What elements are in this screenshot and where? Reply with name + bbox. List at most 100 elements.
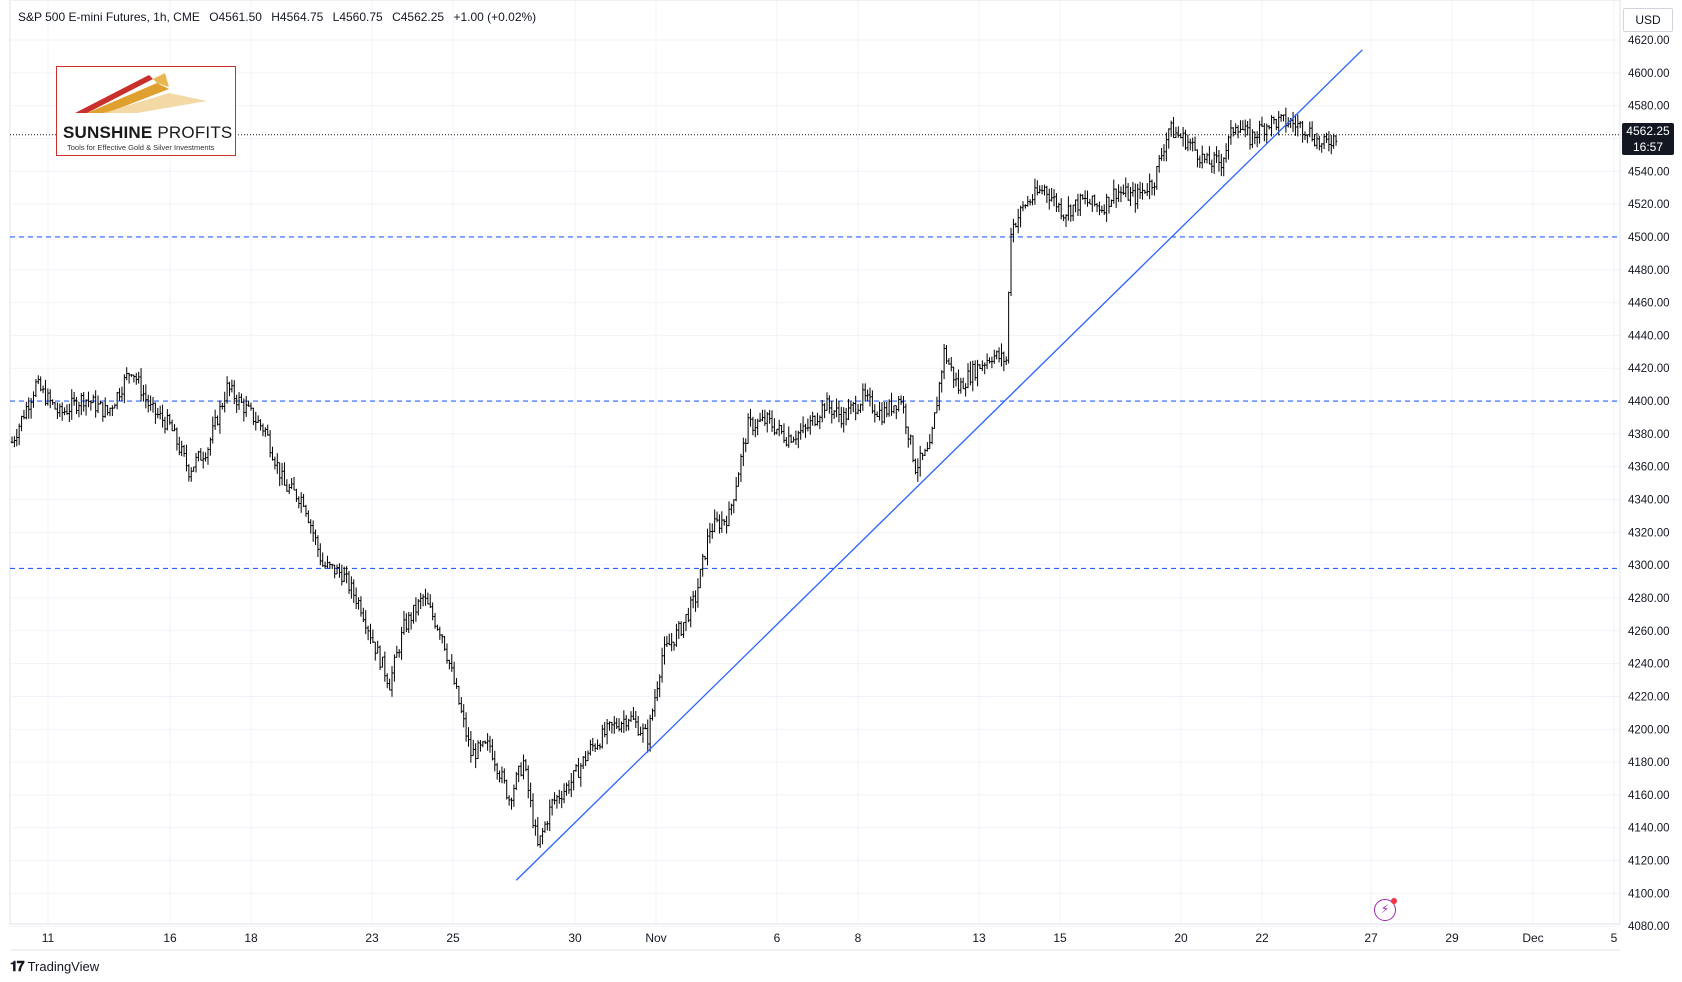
ohlc-bar xyxy=(983,362,986,375)
ohlc-bar xyxy=(615,717,618,730)
ohlc-bar xyxy=(178,436,181,456)
ohlc-bar xyxy=(510,797,513,810)
ohlc-bar xyxy=(1071,204,1075,221)
ohlc-bar xyxy=(880,402,884,426)
ohlc-bar xyxy=(973,360,977,381)
ohlc-bar xyxy=(357,597,360,610)
ohlc-bar xyxy=(1105,193,1108,222)
low-value: L4560.75 xyxy=(332,10,383,24)
symbol-header: S&P 500 E-mini Futures, 1h, CME O4561.50… xyxy=(18,10,542,24)
ohlc-bar xyxy=(993,349,996,364)
ohlc-bar xyxy=(221,402,224,410)
price-tick-label: 4360.00 xyxy=(1628,462,1670,474)
ohlc-bar xyxy=(565,782,568,796)
ohlc-bar xyxy=(1012,218,1015,243)
ohlc-bar xyxy=(921,452,924,461)
ohlc-bar xyxy=(1126,183,1130,201)
ohlc-bar xyxy=(823,403,826,419)
ohlc-bar xyxy=(20,415,23,432)
ohlc-bar xyxy=(273,456,277,470)
price-tick-label: 4600.00 xyxy=(1628,68,1670,80)
trendline[interactable] xyxy=(515,49,1363,881)
ohlc-bar xyxy=(1210,159,1213,173)
ohlc-bar xyxy=(259,419,262,431)
ohlc-bar xyxy=(113,403,116,409)
ohlc-bar xyxy=(450,654,453,672)
ohlc-bar xyxy=(333,564,336,579)
price-tick-label: 4100.00 xyxy=(1628,888,1670,900)
ohlc-bar xyxy=(127,372,131,384)
ohlc-bar xyxy=(285,479,289,492)
ohlc-bar xyxy=(1040,185,1044,195)
ohlc-bar xyxy=(338,563,341,578)
ohlc-bar xyxy=(861,383,865,411)
symbol-name[interactable]: S&P 500 E-mini Futures, 1h, CME xyxy=(18,10,200,24)
ohlc-bar xyxy=(1248,118,1252,150)
ohlc-bar xyxy=(1122,184,1125,195)
tradingview-branding[interactable]: 𝟏𝟕 TradingView xyxy=(10,958,99,975)
ohlc-bar xyxy=(182,444,186,457)
ohlc-bar xyxy=(789,434,793,444)
lightning-icon[interactable]: ⚡ xyxy=(1374,899,1396,921)
ohlc-bar xyxy=(1007,291,1010,364)
ohlc-bar xyxy=(1169,120,1173,137)
price-tick-label: 4260.00 xyxy=(1628,626,1670,638)
ohlc-bar xyxy=(875,411,879,418)
price-tick-label: 4180.00 xyxy=(1628,757,1670,769)
ohlc-bar xyxy=(101,402,105,422)
ohlc-bar xyxy=(572,770,575,791)
ohlc-bar xyxy=(1222,157,1225,177)
ohlc-bar xyxy=(431,602,434,621)
ohlc-bar xyxy=(1179,133,1182,139)
ohlc-bar xyxy=(935,396,939,414)
ohlc-bar xyxy=(319,543,322,566)
time-tick-label: 16 xyxy=(163,931,177,945)
ohlc-bar xyxy=(254,411,257,431)
ohlc-bar xyxy=(347,570,351,594)
ohlc-bar xyxy=(1327,131,1331,152)
ohlc-bar xyxy=(546,820,549,831)
ohlc-bar xyxy=(734,477,738,502)
ohlc-bar xyxy=(495,762,499,780)
price-tick-label: 4080.00 xyxy=(1628,921,1670,933)
ohlc-bar xyxy=(359,596,363,617)
ohlc-bar xyxy=(192,466,195,472)
ohlc-bar xyxy=(1048,188,1051,210)
ohlc-bar xyxy=(149,395,152,411)
time-tick-label: 6 xyxy=(774,931,781,945)
ohlc-bar xyxy=(871,390,874,414)
ohlc-bar xyxy=(94,390,97,418)
ohlc-bar xyxy=(376,640,379,654)
ohlc-bar xyxy=(1112,179,1115,204)
ohlc-bar xyxy=(1031,194,1034,206)
ohlc-bar xyxy=(670,632,673,652)
ohlc-bar xyxy=(529,782,532,808)
ohlc-bar xyxy=(1103,204,1106,216)
ohlc-bar xyxy=(952,366,955,389)
ohlc-bar xyxy=(744,438,747,453)
ohlc-bar xyxy=(718,514,721,534)
time-tick-label: 15 xyxy=(1053,931,1067,945)
ohlc-bar xyxy=(25,401,28,420)
ohlc-bar xyxy=(730,503,733,516)
ohlc-bar xyxy=(41,385,45,394)
ohlc-bar xyxy=(613,715,616,734)
ohlc-bar xyxy=(1045,185,1049,203)
ohlc-bar xyxy=(933,412,936,429)
ohlc-bar xyxy=(1246,121,1249,136)
ohlc-bar xyxy=(80,392,83,416)
currency-button[interactable]: USD xyxy=(1623,8,1673,32)
ohlc-bar xyxy=(211,416,214,444)
ohlc-bar xyxy=(1143,189,1147,194)
ohlc-bar xyxy=(1299,120,1302,129)
ohlc-bar xyxy=(828,395,831,414)
ohlc-bar xyxy=(1212,151,1216,174)
time-tick-label: 22 xyxy=(1255,931,1269,945)
ohlc-bar xyxy=(29,397,33,419)
ohlc-bar xyxy=(519,762,523,777)
high-value: H4564.75 xyxy=(271,10,324,24)
ohlc-bar xyxy=(555,794,559,809)
ohlc-bar xyxy=(964,383,967,397)
open-value: O4561.50 xyxy=(209,10,262,24)
